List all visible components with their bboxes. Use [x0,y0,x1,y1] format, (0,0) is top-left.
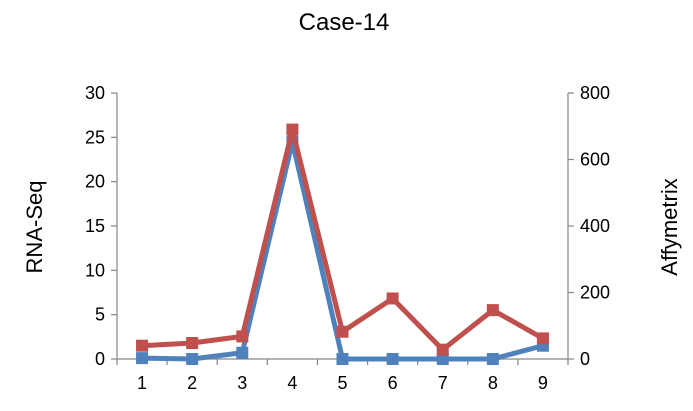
data-point [136,352,149,365]
data-point [536,332,549,345]
data-point [436,353,449,365]
series-line [139,127,546,353]
x-tick-label: 6 [388,373,398,393]
series-layer [136,123,549,365]
data-point [486,353,499,365]
x-tick-label: 9 [538,373,548,393]
y-left-tick-label: 0 [95,349,105,369]
data-point [186,337,199,350]
data-point [486,304,499,317]
y-left-tick-label: 15 [85,216,105,236]
y-left-tick-label: 10 [85,260,105,280]
y-right-tick-label: 600 [580,150,610,170]
y-right-tick-label: 0 [580,349,590,369]
data-point [186,353,199,365]
y-right-tick-label: 800 [580,83,610,103]
data-point [386,353,399,365]
x-tick-label: 5 [337,373,347,393]
data-point [236,346,249,359]
x-tick-label: 4 [287,373,297,393]
y-axis-right-title: Affymetrix [657,178,682,275]
y-left-tick-label: 25 [85,127,105,147]
x-tick-label: 3 [237,373,247,393]
x-tick-label: 7 [438,373,448,393]
x-tick-label: 2 [187,373,197,393]
data-point [386,292,399,305]
data-point [236,330,249,343]
y-left-tick-label: 5 [95,305,105,325]
data-point [336,353,349,365]
labels-layer: RNA-Seq Affymetrix [22,178,682,275]
y-axis-left-title: RNA-Seq [22,181,47,274]
chart-title: Case-14 [299,9,390,36]
y-right-tick-label: 200 [580,283,610,303]
y-left-tick-label: 30 [85,83,105,103]
series-2 [136,123,549,356]
data-point [286,123,299,136]
x-tick-label: 8 [488,373,498,393]
data-point [336,325,349,338]
axes: 0 5 10 15 20 25 30 0 200 400 600 800 1 2 3 4 5 6 7 8 9 [85,83,610,393]
x-tick-label: 1 [137,373,147,393]
y-right-tick-label: 400 [580,216,610,236]
y-left-tick-label: 20 [85,172,105,192]
data-point [136,339,149,352]
data-point [436,343,449,356]
